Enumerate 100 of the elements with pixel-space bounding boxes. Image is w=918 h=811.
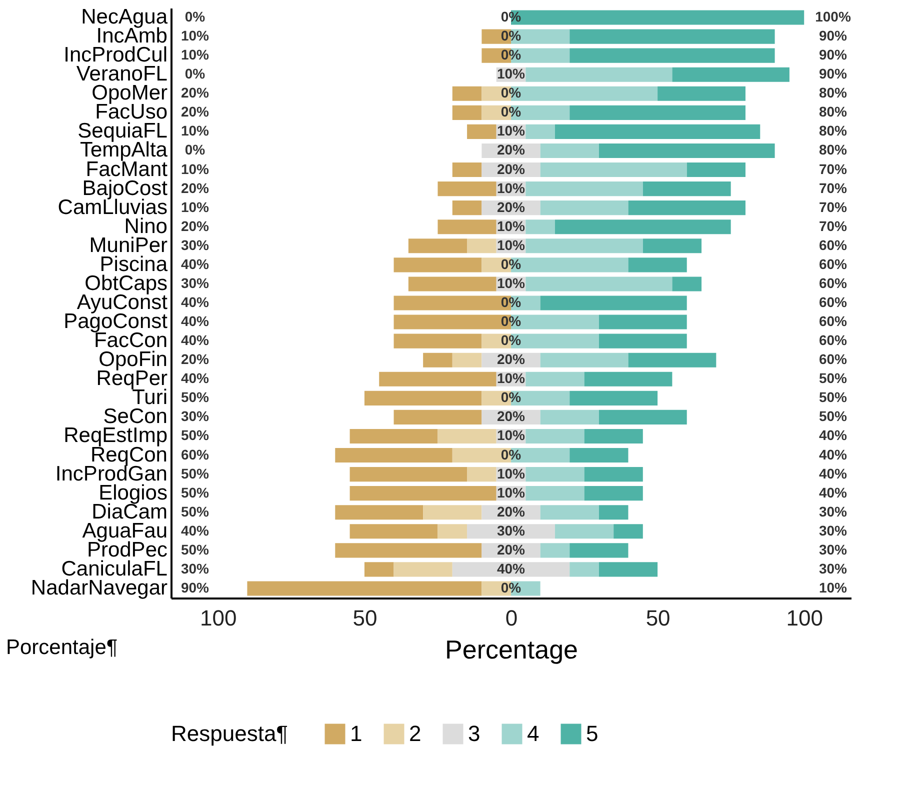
bar bbox=[335, 505, 424, 520]
legend-title: Respuesta¶ bbox=[171, 721, 288, 746]
data-label: 10% bbox=[496, 465, 526, 482]
bar bbox=[526, 276, 672, 292]
bar bbox=[540, 200, 628, 216]
bar bbox=[526, 467, 584, 482]
annotation: 10% bbox=[180, 160, 210, 177]
bar bbox=[554, 220, 731, 234]
annotation: 70% bbox=[818, 180, 848, 196]
annotation: 20% bbox=[180, 84, 210, 101]
bar bbox=[364, 390, 482, 406]
bar bbox=[628, 200, 746, 216]
annotation: 20% bbox=[180, 351, 210, 368]
annotation: 40% bbox=[818, 484, 848, 500]
bar bbox=[350, 428, 438, 444]
bar bbox=[686, 162, 746, 178]
annotation: 50% bbox=[180, 484, 210, 500]
bar bbox=[394, 562, 452, 577]
bar bbox=[540, 296, 687, 310]
bar bbox=[672, 276, 702, 292]
data-label: 30% bbox=[496, 522, 526, 538]
annotation: 40% bbox=[180, 370, 210, 386]
bar bbox=[598, 334, 687, 348]
annotation: 60% bbox=[180, 446, 210, 462]
data-label: 10% bbox=[496, 236, 526, 253]
bar bbox=[467, 124, 496, 139]
bar bbox=[526, 124, 555, 139]
annotation: 40% bbox=[180, 256, 210, 272]
bar bbox=[584, 486, 643, 501]
annotation: 30% bbox=[818, 541, 848, 558]
annotation: 60% bbox=[818, 294, 848, 310]
bar bbox=[452, 162, 482, 178]
annotation: 0% bbox=[184, 8, 206, 25]
annotation: 30% bbox=[180, 560, 210, 576]
bar bbox=[526, 372, 584, 386]
data-label: 10% bbox=[496, 180, 526, 196]
legend-label: 5 bbox=[586, 721, 598, 746]
data-label: 10% bbox=[496, 274, 526, 291]
data-label: 0% bbox=[500, 446, 522, 462]
annotation: 90% bbox=[818, 66, 848, 82]
annotation: 80% bbox=[818, 104, 848, 120]
bar bbox=[642, 238, 702, 254]
data-label: 10% bbox=[496, 66, 526, 82]
data-label: 40% bbox=[496, 560, 526, 576]
bar bbox=[394, 410, 482, 424]
y-tick-label: NecAgua bbox=[81, 6, 168, 29]
bar bbox=[438, 524, 468, 539]
bar bbox=[335, 448, 452, 463]
data-label: 20% bbox=[496, 541, 526, 558]
bar bbox=[570, 448, 628, 463]
annotation: 10% bbox=[180, 122, 210, 139]
bar bbox=[658, 86, 746, 101]
bar bbox=[423, 505, 482, 520]
legend-label: 2 bbox=[409, 721, 422, 746]
annotation: 60% bbox=[818, 274, 848, 291]
data-label: 10% bbox=[496, 218, 526, 234]
bar bbox=[598, 505, 628, 520]
bar bbox=[364, 562, 394, 577]
bar bbox=[570, 29, 775, 44]
bar bbox=[452, 105, 482, 120]
annotation: 60% bbox=[818, 256, 848, 272]
x-tick-label: 0 bbox=[505, 606, 518, 630]
bar bbox=[379, 372, 496, 386]
bar bbox=[570, 562, 599, 577]
annotation: 40% bbox=[818, 446, 848, 462]
bar bbox=[598, 143, 775, 158]
annotation: 0% bbox=[184, 142, 206, 158]
bar bbox=[628, 258, 687, 272]
data-label: 0% bbox=[500, 579, 522, 596]
bar bbox=[614, 524, 643, 539]
annotation: 70% bbox=[818, 160, 848, 177]
x-tick-label: 100 bbox=[200, 606, 237, 630]
data-label: 0% bbox=[500, 332, 522, 348]
bar bbox=[394, 258, 482, 272]
bar bbox=[467, 467, 496, 482]
bar bbox=[408, 238, 468, 254]
annotation: 30% bbox=[818, 560, 848, 576]
y-tick-label: SequiaFL bbox=[78, 120, 168, 143]
data-label: 0% bbox=[500, 256, 522, 272]
annotation: 20% bbox=[180, 104, 210, 120]
bar bbox=[598, 314, 687, 330]
annotation: 90% bbox=[818, 46, 848, 63]
bar bbox=[554, 524, 614, 539]
annotation: 20% bbox=[180, 218, 210, 234]
annotation: 60% bbox=[818, 332, 848, 348]
annotation: 90% bbox=[818, 28, 848, 44]
bar bbox=[350, 524, 438, 539]
annotation: 30% bbox=[180, 408, 210, 424]
annotation: 10% bbox=[180, 198, 210, 215]
bar bbox=[570, 543, 628, 558]
bar bbox=[570, 48, 775, 63]
annotation: 10% bbox=[818, 579, 848, 596]
x-tick-label: 100 bbox=[786, 606, 823, 630]
legend-label: 4 bbox=[527, 721, 540, 746]
data-label: 20% bbox=[496, 198, 526, 215]
annotation: 40% bbox=[180, 313, 210, 330]
annotation: 50% bbox=[180, 427, 210, 444]
annotation: 30% bbox=[180, 236, 210, 253]
annotation: 40% bbox=[180, 522, 210, 538]
x-axis-title: Percentage bbox=[445, 634, 578, 664]
